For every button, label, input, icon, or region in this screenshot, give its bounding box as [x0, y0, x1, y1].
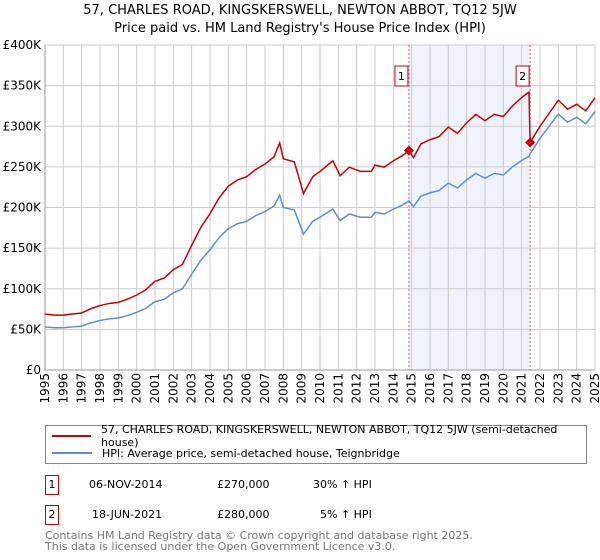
- chart-subtitle: Price paid vs. HM Land Registry's House …: [114, 21, 486, 36]
- x-tick-label: 1997: [75, 373, 89, 404]
- y-tick-label: £200K: [3, 201, 43, 215]
- x-tick-label: 2016: [423, 373, 437, 404]
- transaction-row: 1 06-NOV-2014 £270,000 30% ↑ HPI: [45, 475, 445, 495]
- legend-swatch-hpi: [52, 452, 92, 454]
- x-tick-label: 2000: [130, 373, 144, 404]
- transaction-date: 06-NOV-2014: [89, 478, 163, 491]
- transaction-hpi: 5% ↑ HPI: [320, 508, 372, 521]
- transaction-price: £280,000: [217, 508, 270, 521]
- footer-copyright: Contains HM Land Registry data © Crown c…: [45, 529, 473, 542]
- sale-point: [525, 137, 536, 148]
- y-tick-label: £350K: [3, 79, 43, 93]
- x-tick-label: 2023: [551, 373, 565, 404]
- x-tick-label: 2015: [405, 373, 419, 404]
- y-tick-label: £0: [26, 363, 41, 377]
- legend-item-property: 57, CHARLES ROAD, KINGSKERSWELL, NEWTON …: [46, 423, 586, 449]
- legend-swatch-property: [52, 435, 92, 437]
- x-tick-label: 2018: [460, 373, 474, 404]
- y-tick-label: £300K: [3, 119, 43, 133]
- legend-item-hpi: HPI: Average price, semi-detached house,…: [46, 444, 400, 462]
- x-tick-label: 2009: [295, 373, 309, 404]
- transaction-row: 2 18-JUN-2021 £280,000 5% ↑ HPI: [45, 505, 445, 525]
- x-tick-label: 2024: [570, 373, 584, 404]
- x-tick-label: 2020: [496, 373, 510, 404]
- x-tick-label: 2002: [166, 373, 180, 404]
- chart-title: 57, CHARLES ROAD, KINGSKERSWELL, NEWTON …: [83, 3, 517, 18]
- x-tick-label: 2008: [276, 373, 290, 404]
- price-chart: £0 £50K £100K £150K £200K £250K £300K £350K £400…: [3, 38, 600, 404]
- sale-label: 2: [519, 70, 526, 83]
- transaction-date: 18-JUN-2021: [92, 508, 163, 521]
- transaction-hpi: 30% ↑ HPI: [313, 478, 372, 491]
- legend-label-property: 57, CHARLES ROAD, KINGSKERSWELL, NEWTON …: [101, 423, 558, 449]
- y-tick-label: £150K: [3, 241, 43, 255]
- transaction-price: £270,000: [217, 478, 270, 491]
- x-tick-label: 1996: [56, 373, 70, 404]
- y-tick-label: £100K: [3, 282, 43, 296]
- hpi-line: [44, 111, 596, 329]
- x-tick-label: 2025: [588, 373, 600, 404]
- x-tick-label: 1995: [38, 373, 52, 404]
- x-tick-label: 2007: [258, 373, 272, 404]
- transaction-marker: 2: [45, 505, 59, 525]
- property-line: [44, 90, 596, 316]
- x-tick-label: 2011: [331, 373, 345, 404]
- x-tick-label: 1999: [111, 373, 125, 404]
- x-tick-label: 2014: [386, 373, 400, 404]
- x-tick-label: 2010: [313, 373, 327, 404]
- sale-label-box: [515, 65, 530, 87]
- footer-licence: This data is licensed under the Open Gov…: [45, 540, 396, 553]
- y-tick-label: £400K: [3, 38, 43, 52]
- y-tick-label: £50K: [10, 322, 42, 336]
- x-tick-label: 2022: [533, 373, 547, 404]
- sale-label-box: [394, 65, 409, 87]
- legend-label-hpi: HPI: Average price, semi-detached house,…: [102, 446, 400, 460]
- x-tick-label: 2012: [350, 373, 364, 404]
- legend: 57, CHARLES ROAD, KINGSKERSWELL, NEWTON …: [45, 423, 587, 464]
- x-tick-label: 2019: [478, 373, 492, 404]
- x-tick-label: 2013: [368, 373, 382, 404]
- sale-label: 1: [398, 70, 405, 83]
- x-tick-label: 2005: [221, 373, 235, 404]
- y-tick-label: £250K: [3, 160, 43, 174]
- x-tick-label: 2021: [515, 373, 529, 404]
- x-tick-label: 2001: [148, 373, 162, 404]
- x-tick-label: 2003: [185, 373, 199, 404]
- transaction-marker: 1: [45, 475, 59, 495]
- x-tick-label: 1998: [93, 373, 107, 404]
- x-tick-label: 2004: [203, 373, 217, 404]
- sale-point: [403, 145, 414, 156]
- x-tick-label: 2017: [441, 373, 455, 404]
- x-tick-label: 2006: [240, 373, 254, 404]
